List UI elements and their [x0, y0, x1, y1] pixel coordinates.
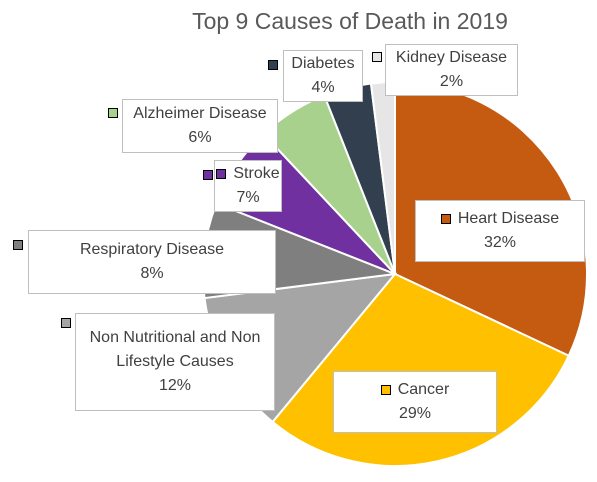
data-label-name: Heart Disease	[457, 210, 560, 227]
legend-key-heart-disease	[440, 214, 451, 224]
data-label-heart-disease: Heart Disease 32%	[415, 200, 585, 262]
legend-key-alzheimer-disease	[108, 108, 118, 118]
data-label-name: Respiratory Disease	[79, 241, 225, 258]
data-label-name: Kidney Disease	[395, 49, 508, 66]
data-label-kidney-disease: Kidney Disease 2%	[385, 44, 518, 96]
legend-key-stroke	[203, 170, 213, 180]
data-label-cancer: Cancer 29%	[333, 371, 497, 433]
data-label-value: 4%	[311, 79, 335, 96]
chart-title: Top 9 Causes of Death in 2019	[192, 8, 508, 34]
data-label-value: 7%	[236, 189, 260, 206]
data-label-respiratory-disease: Respiratory Disease 8%	[28, 230, 276, 294]
data-label-non-nutritional-and-non-lifestyle-causes: Non Nutritional and Non Lifestyle Causes…	[75, 313, 275, 411]
legend-key-non-nutritional-and-non-lifestyle-causes	[61, 318, 71, 328]
data-label-name: Cancer	[397, 381, 450, 398]
data-label-name: Diabetes	[291, 55, 355, 72]
legend-key-cancer	[380, 385, 391, 395]
data-label-value: 2%	[439, 73, 464, 90]
data-label-value: 6%	[188, 129, 212, 146]
legend-key-kidney-disease	[372, 52, 382, 62]
legend-key-diabetes	[268, 60, 278, 70]
data-label-diabetes: Diabetes 4%	[283, 50, 363, 102]
data-label-name: Non Nutritional and Non Lifestyle Causes	[89, 329, 261, 370]
data-label-name: Alzheimer Disease	[133, 105, 267, 122]
data-label-name: Stroke	[233, 165, 280, 182]
data-label-stroke: Stroke 7%	[214, 160, 282, 212]
data-label-value: 32%	[483, 234, 517, 251]
data-label-value: 12%	[158, 377, 192, 394]
data-label-value: 8%	[140, 265, 164, 282]
data-label-value: 29%	[398, 405, 431, 422]
legend-key-respiratory-disease	[13, 240, 23, 250]
legend-key-stroke	[216, 169, 227, 179]
data-label-alzheimer-disease: Alzheimer Disease 6%	[122, 99, 278, 153]
